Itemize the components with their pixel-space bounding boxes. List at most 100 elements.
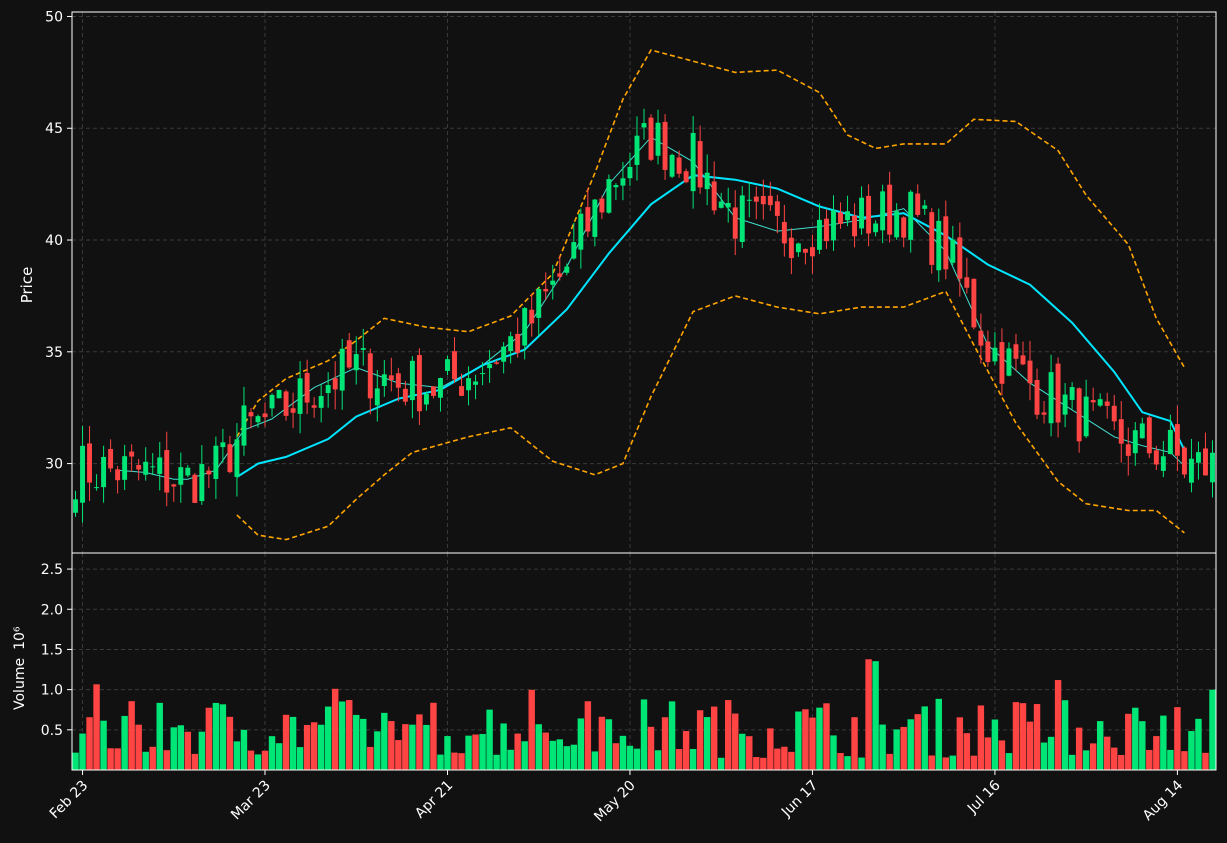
candle-body (269, 394, 275, 409)
volume-bar (886, 753, 893, 770)
volume-bar (710, 706, 718, 770)
volume-bar (177, 725, 184, 770)
candle-body (129, 451, 135, 457)
volume-bar (233, 741, 241, 770)
candle-body (971, 278, 977, 328)
price-tick-label: 45 (45, 121, 63, 137)
volume-bar (226, 716, 234, 770)
candle-body (473, 381, 479, 385)
candle-body (325, 385, 331, 394)
volume-bar (795, 711, 802, 770)
volume-bar (640, 699, 648, 770)
candle-body (739, 195, 745, 242)
volume-bar (451, 752, 458, 770)
candle-body (564, 266, 570, 273)
candle-body (1195, 452, 1201, 463)
volume-bar (584, 701, 592, 770)
volume-bar (1125, 713, 1132, 770)
volume-bar (935, 698, 942, 770)
volume-bar (851, 717, 858, 770)
volume-bar (1195, 718, 1202, 770)
candle-body (655, 122, 661, 156)
candle-body (571, 242, 577, 259)
candle-body (634, 135, 640, 165)
volume-bar (746, 736, 753, 770)
candle-body (115, 469, 121, 481)
candle-body (501, 346, 507, 362)
volume-bar (289, 716, 297, 770)
volume-bar (767, 728, 774, 770)
candlesticks (73, 108, 1215, 523)
volume-bar (409, 724, 416, 770)
candle-body (367, 353, 373, 399)
volume-bar (275, 743, 283, 770)
candle-body (80, 445, 85, 503)
volume-bar (521, 741, 528, 770)
volume-bar (907, 719, 914, 770)
volume-bar (1096, 721, 1104, 770)
candle-body (311, 405, 317, 408)
volume-bar (556, 739, 563, 770)
volume-tick-label: 1.5 (41, 642, 63, 658)
candle-body (901, 217, 907, 238)
candle-body (381, 374, 387, 387)
volume-bar (219, 704, 227, 770)
candle-body (697, 141, 703, 188)
volume-bar (395, 740, 402, 770)
candle-body (824, 218, 829, 242)
volume-bar (612, 743, 620, 770)
volume-bar (858, 757, 865, 770)
candle-body (227, 444, 233, 473)
candle-body (592, 199, 598, 237)
candle-body (1041, 412, 1047, 415)
volume-bar (486, 709, 493, 770)
candle-body (1104, 401, 1110, 406)
volume-bar (1167, 749, 1174, 770)
volume-bar (465, 735, 472, 770)
candle-body (753, 196, 759, 202)
candle-body (73, 499, 78, 513)
volume-bar (507, 749, 514, 770)
candle-body (1097, 399, 1103, 406)
price-tick-label: 50 (45, 9, 63, 25)
candle-body (1181, 447, 1187, 475)
volume-bar (72, 752, 79, 770)
price-tick-label: 30 (45, 457, 63, 473)
bollinger-lower-band (236, 290, 1185, 541)
candle-body (1203, 448, 1208, 476)
volume-bar (310, 722, 318, 770)
volume-axis-label: Volume 10⁶ (12, 626, 28, 710)
volume-bar (675, 749, 683, 770)
volume-bar (1146, 749, 1153, 770)
volume-bar (324, 706, 332, 770)
volume-bar (346, 700, 353, 770)
candle-body (87, 443, 93, 483)
candle-body (887, 184, 893, 235)
volume-bar (374, 731, 381, 770)
candle-body (774, 201, 780, 216)
candle-body (536, 288, 542, 318)
volume-bar (381, 712, 388, 770)
candle-body (578, 213, 584, 250)
volume-bar (142, 751, 149, 770)
candle-body (1139, 423, 1145, 439)
candle-body (585, 207, 591, 232)
candle-body (143, 461, 149, 475)
volume-bar (921, 706, 928, 770)
candle-body (452, 351, 457, 380)
volume-bar (739, 733, 746, 770)
candle-body (466, 378, 471, 391)
volume-bar (689, 748, 697, 770)
volume-bar (338, 701, 346, 770)
candle-body (894, 211, 900, 238)
candle-body (487, 364, 493, 369)
volume-bar (86, 717, 93, 770)
candle-body (1020, 355, 1026, 365)
candle-body (290, 408, 296, 413)
candle-body (297, 378, 303, 414)
candle-body (1062, 394, 1068, 415)
volume-bar (1082, 750, 1090, 770)
volume-bar (1209, 689, 1216, 770)
candle-body (732, 207, 738, 239)
volume-bar (1012, 702, 1020, 770)
